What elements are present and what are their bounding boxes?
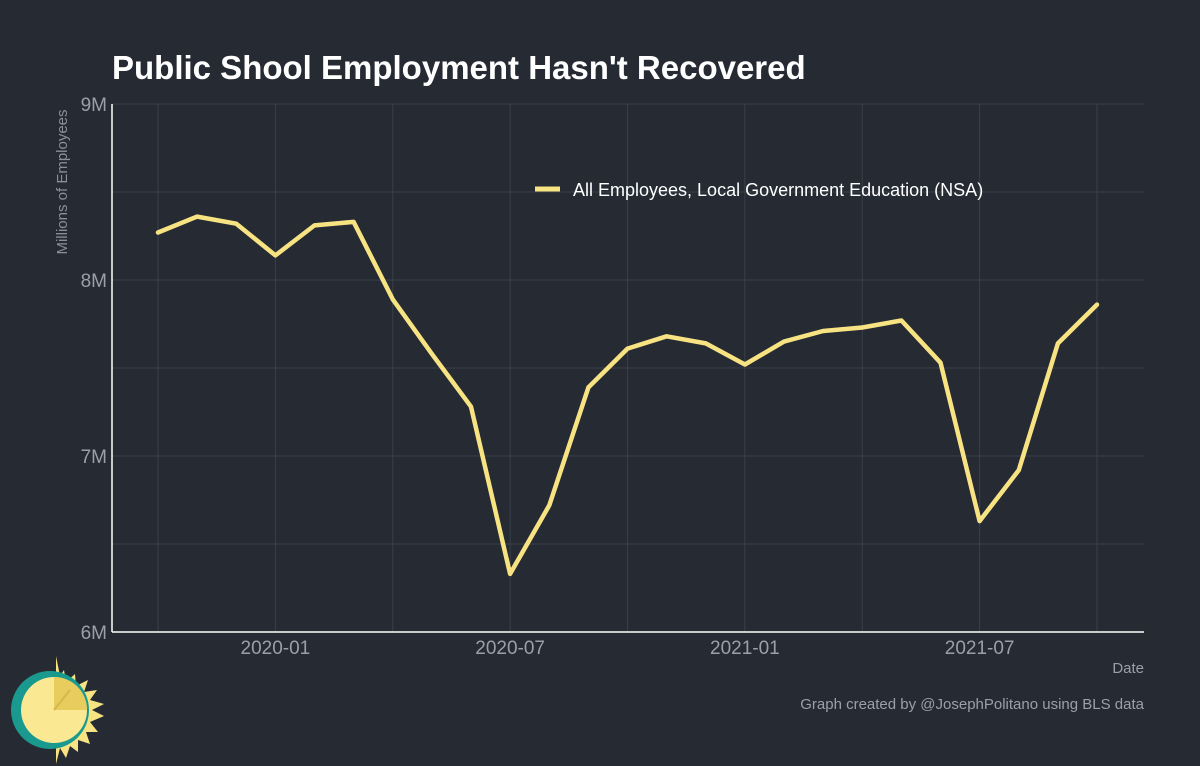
axes (111, 104, 1144, 633)
caption: Graph created by @JosephPolitano using B… (800, 696, 1144, 713)
sun-clock-logo-icon (11, 656, 104, 764)
x-axis-label: Date (1112, 660, 1144, 677)
grid (112, 103, 1144, 633)
legend: All Employees, Local Government Educatio… (535, 180, 983, 200)
x-tick-label: 2021-07 (945, 638, 1015, 659)
series-group (155, 214, 1100, 577)
y-tick-labels: 6M 7M 8M 9M (81, 95, 107, 644)
y-axis-label: Millions of Employees (54, 109, 71, 254)
y-tick-label: 6M (81, 623, 107, 644)
series-line (155, 214, 1100, 577)
y-tick-label: 9M (81, 95, 107, 116)
x-tick-labels: 2020-01 2020-07 2021-01 2021-07 (241, 638, 1015, 659)
x-tick-label: 2021-01 (710, 638, 780, 659)
y-tick-label: 8M (81, 271, 107, 292)
y-tick-label: 7M (81, 447, 107, 468)
chart-title: Public Shool Employment Hasn't Recovered (112, 49, 806, 86)
x-tick-label: 2020-07 (475, 638, 545, 659)
legend-label: All Employees, Local Government Educatio… (573, 180, 983, 200)
x-tick-label: 2020-01 (241, 638, 311, 659)
